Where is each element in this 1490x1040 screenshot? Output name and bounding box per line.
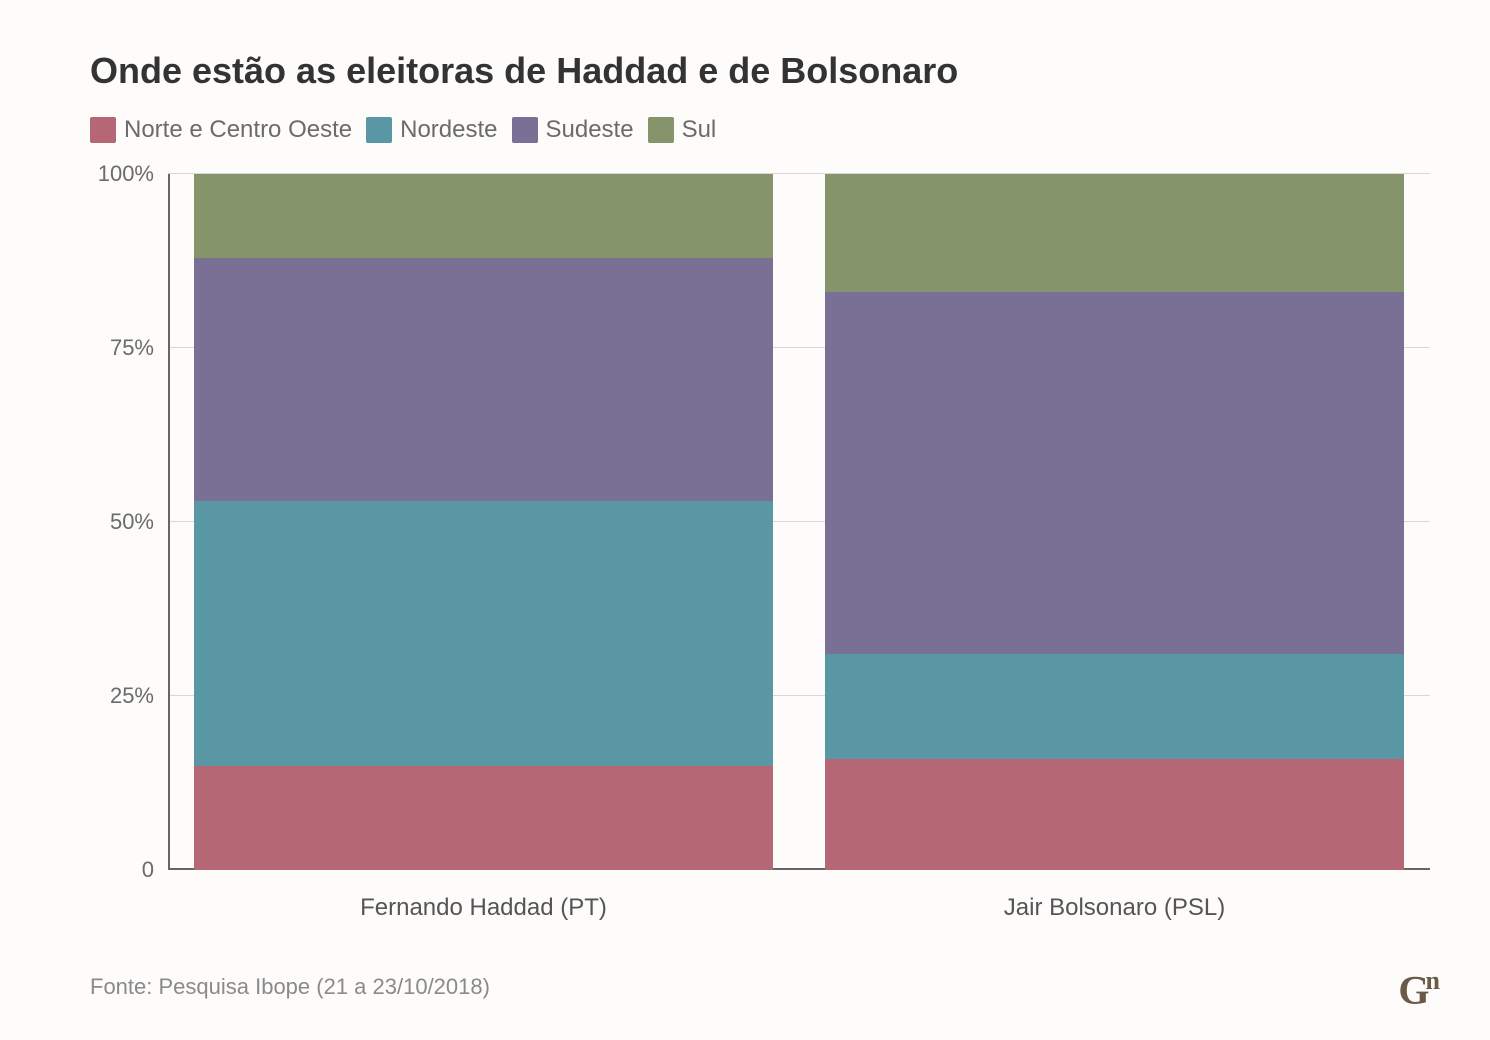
- y-tick-label: 50%: [110, 509, 154, 535]
- source-footer: Fonte: Pesquisa Ibope (21 a 23/10/2018): [90, 974, 1430, 1000]
- bar-slot: [168, 174, 799, 870]
- bars-group: [168, 174, 1430, 870]
- y-tick-label: 25%: [110, 683, 154, 709]
- x-axis: Fernando Haddad (PT)Jair Bolsonaro (PSL): [168, 884, 1430, 922]
- logo-main: G: [1398, 967, 1429, 1012]
- legend-item: Nordeste: [366, 116, 497, 144]
- y-tick-label: 100%: [98, 161, 154, 187]
- legend-item: Norte e Centro Oeste: [90, 116, 352, 144]
- bar-segment: [825, 174, 1404, 292]
- plot-area: [168, 174, 1430, 870]
- legend-swatch: [90, 117, 116, 143]
- chart-area: 025%50%75%100%: [90, 174, 1430, 870]
- bar-segment: [825, 654, 1404, 758]
- legend-label: Sudeste: [546, 116, 634, 144]
- legend-swatch: [512, 117, 538, 143]
- legend-label: Nordeste: [400, 116, 497, 144]
- stacked-bar: [194, 174, 773, 870]
- legend-label: Norte e Centro Oeste: [124, 116, 352, 144]
- x-tick-label: Jair Bolsonaro (PSL): [799, 884, 1430, 922]
- stacked-bar: [825, 174, 1404, 870]
- bar-segment: [825, 759, 1404, 870]
- publisher-logo: Gn: [1398, 971, 1440, 1006]
- y-axis: 025%50%75%100%: [90, 174, 168, 870]
- legend-swatch: [648, 117, 674, 143]
- chart-container: Onde estão as eleitoras de Haddad e de B…: [0, 0, 1490, 1040]
- legend-item: Sudeste: [512, 116, 634, 144]
- bar-segment: [194, 258, 773, 502]
- bar-segment: [825, 292, 1404, 654]
- legend-swatch: [366, 117, 392, 143]
- bar-segment: [194, 501, 773, 765]
- bar-segment: [194, 174, 773, 258]
- chart-title: Onde estão as eleitoras de Haddad e de B…: [90, 50, 1430, 92]
- legend-label: Sul: [682, 116, 717, 144]
- legend-item: Sul: [648, 116, 717, 144]
- x-tick-label: Fernando Haddad (PT): [168, 884, 799, 922]
- logo-sup: n: [1426, 966, 1440, 995]
- bar-slot: [799, 174, 1430, 870]
- y-tick-label: 75%: [110, 335, 154, 361]
- y-tick-label: 0: [142, 857, 154, 883]
- bar-segment: [194, 766, 773, 870]
- legend: Norte e Centro Oeste Nordeste Sudeste Sul: [90, 116, 1430, 144]
